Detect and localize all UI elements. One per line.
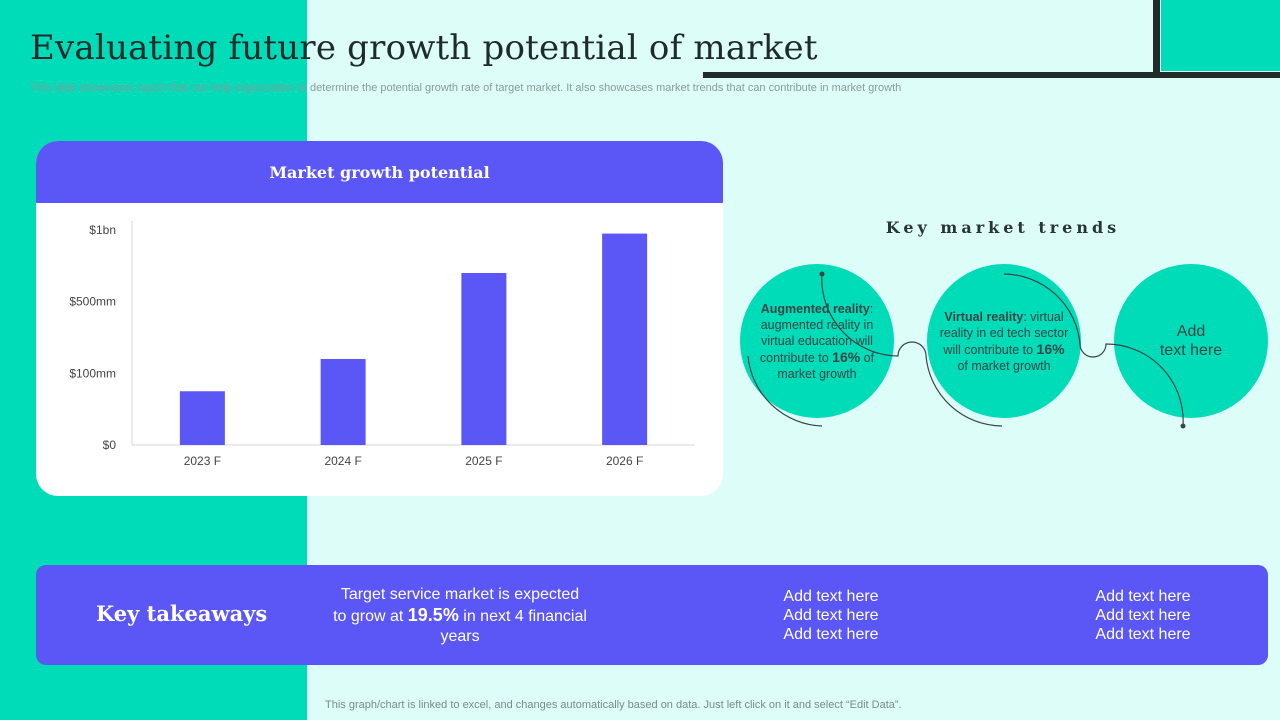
x-tick-label: 2024 F (324, 454, 361, 468)
connector-dot (1180, 423, 1186, 429)
trend-percentage: 16% (1036, 340, 1065, 357)
takeaway-percentage: 19.5% (407, 605, 459, 625)
x-tick-label: 2026 F (606, 454, 643, 468)
trend-label: Augmented reality (760, 301, 870, 316)
takeaway-placeholder: Add text here (1095, 607, 1191, 624)
key-takeaways-banner[interactable]: Key takeaways Target service market is e… (36, 565, 1268, 665)
y-tick-label: $100mm (69, 366, 116, 380)
x-tick-label: 2025 F (465, 454, 502, 468)
trend-placeholder-line: Add (1176, 323, 1206, 340)
takeaway-column-3: Add text here Add text here Add text her… (1043, 587, 1243, 644)
takeaway-placeholder: Add text here (783, 588, 879, 605)
x-tick-label: 2023 F (184, 454, 221, 468)
bar-2024-f (320, 359, 366, 445)
takeaway-growth: Target service market is expected to gro… (333, 586, 587, 645)
takeaways-title: Key takeaways (96, 601, 268, 626)
y-tick-label: $0 (103, 438, 117, 452)
takeaway-placeholder: Add text here (783, 607, 879, 624)
trend-circle-virtual-reality[interactable]: Virtual reality: virtual reality in ed t… (927, 264, 1081, 418)
trend-label: Virtual reality (944, 309, 1024, 324)
trend-percentage: 16% (832, 348, 861, 365)
bar-2023-f (179, 391, 225, 445)
trend-circle-placeholder[interactable]: Add text here (1114, 264, 1268, 418)
page-title: Evaluating future growth potential of ma… (30, 28, 818, 68)
bar-2026-f (602, 233, 648, 445)
y-tick-label: $500mm (69, 295, 116, 309)
takeaway-placeholder: Add text here (1095, 588, 1191, 605)
takeaway-column-2: Add text here Add text here Add text her… (731, 587, 931, 644)
trend-circle-augmented-reality[interactable]: Augmented reality: augmented reality in … (740, 264, 894, 418)
bar-chart[interactable]: $0 $100mm $500mm $1bn 2023 F 2024 F 2025 F 2026… (36, 203, 723, 496)
chart-title: Market growth potential (36, 141, 723, 203)
takeaway-placeholder: Add text here (1095, 626, 1191, 643)
corner-horizontal-rule (703, 72, 1280, 78)
corner-vertical-rule (1153, 0, 1160, 78)
chart-card[interactable]: Market growth potential $0 $100mm $500mm $1… (36, 141, 723, 496)
bar-2025-f (461, 273, 507, 445)
page-subtitle: This slide showcases report that can hel… (30, 82, 902, 94)
footnote: This graph/chart is linked to excel, and… (325, 699, 902, 711)
trends-title: Key market trends (885, 218, 1121, 237)
corner-accent-block (1161, 0, 1280, 71)
y-tick-label: $1bn (89, 223, 116, 237)
takeaway-placeholder: Add text here (783, 626, 879, 643)
trend-placeholder-line: text here (1159, 342, 1223, 359)
